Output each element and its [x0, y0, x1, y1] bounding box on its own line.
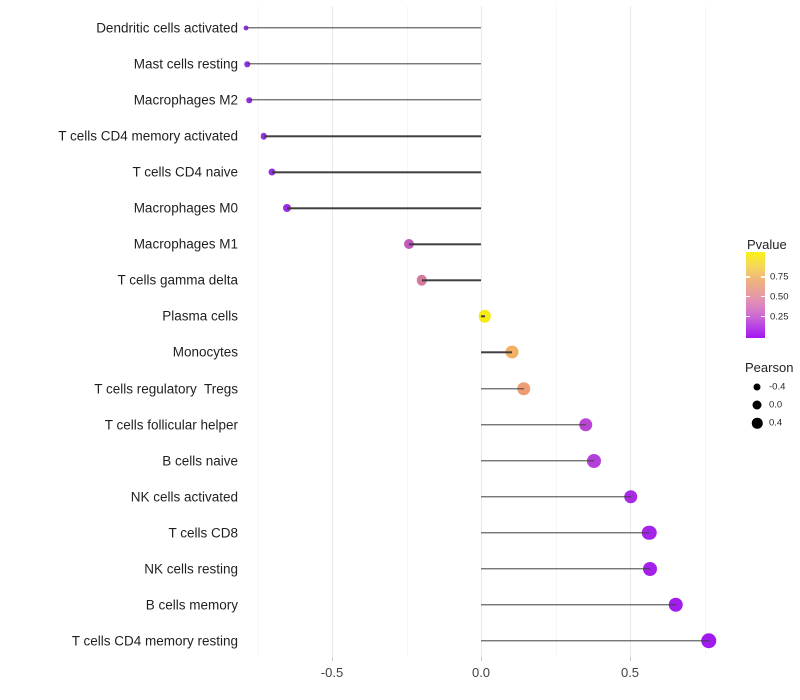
category-label: Dendritic cells activated [96, 20, 238, 36]
lollipop-dot [642, 525, 657, 540]
lollipop-stem [481, 315, 485, 318]
lollipop-dot [668, 597, 684, 613]
colorbar-tick-label: 0.25 [770, 310, 789, 322]
lollipop-stem [249, 99, 481, 101]
lollipop-stem [245, 27, 481, 29]
category-label: T cells gamma delta [117, 272, 238, 288]
lollipop-stem [409, 243, 481, 245]
gridline-minor [555, 6, 557, 657]
lollipop-stem [481, 387, 524, 390]
lollipop-dot [578, 417, 593, 432]
category-label: B cells naive [162, 452, 238, 468]
lollipop-dot [505, 345, 519, 359]
category-label: Plasma cells [162, 308, 238, 324]
size-legend-dot [753, 383, 761, 391]
lollipop-dot [701, 633, 717, 649]
x-axis-tick-label: 0.5 [620, 665, 640, 680]
category-label: T cells follicular helper [104, 416, 238, 432]
category-label: NK cells resting [144, 561, 238, 576]
lollipop-stem [481, 640, 709, 642]
lollipop-stem [481, 495, 631, 498]
x-axis-tick-label: -0.5 [320, 665, 344, 680]
x-axis-tickmark [630, 657, 631, 661]
lollipop-dot [478, 310, 492, 323]
x-axis-tickmark [481, 657, 482, 661]
lollipop-stem [247, 63, 481, 65]
colorbar-tick [761, 276, 765, 278]
pearson-legend-title: Pearson [745, 360, 794, 375]
size-legend-label: 0.4 [769, 417, 783, 429]
colorbar-tick-label: 0.50 [770, 290, 789, 302]
category-label: Mast cells resting [133, 56, 238, 72]
category-label: Macrophages M1 [133, 236, 238, 252]
colorbar-tick-label: 0.75 [770, 271, 789, 283]
category-label: T cells regulatory Tregs [94, 380, 238, 396]
category-label: Macrophages M0 [133, 200, 238, 216]
gridline-major [630, 6, 631, 657]
colorbar-tick [746, 315, 750, 318]
gridline-major [481, 6, 482, 657]
x-axis-tick-label: 0.0 [471, 665, 491, 680]
lollipop-stem [481, 351, 512, 354]
category-label: Macrophages M2 [133, 92, 238, 108]
category-label: NK cells activated [130, 488, 238, 504]
lollipop-dot [642, 561, 657, 576]
lollipop-stem [421, 279, 481, 282]
lollipop-dot [587, 453, 602, 468]
gridline-major [332, 6, 333, 657]
colorbar-tick [761, 315, 765, 318]
category-label: Monocytes [172, 344, 238, 360]
x-axis-tickmark [332, 657, 333, 661]
category-label: T cells CD4 memory activated [58, 128, 238, 144]
lollipop-stem [481, 423, 586, 426]
lollipop-stem [271, 171, 481, 173]
size-legend-dot [751, 417, 763, 429]
colorbar-tick [746, 276, 750, 278]
lollipop-dot [623, 489, 638, 504]
colorbar-tick [761, 295, 765, 298]
lollipop-stem [481, 459, 595, 462]
lollipop-stem [481, 531, 650, 534]
lollipop-stem [286, 207, 481, 209]
lollipop-stem [481, 604, 676, 606]
size-legend-dot [752, 400, 762, 410]
colorbar-tick [746, 295, 750, 298]
gridline-minor [257, 6, 259, 657]
gridline-minor [704, 6, 706, 657]
size-legend-label: 0.0 [769, 399, 783, 411]
pvalue-colorbar [746, 252, 765, 338]
category-label: T cells CD4 naive [132, 164, 238, 180]
lollipop-stem [263, 135, 481, 137]
category-label: T cells CD8 [168, 524, 238, 540]
category-label: T cells CD4 memory resting [71, 633, 238, 649]
lollipop-dot [517, 381, 531, 396]
category-label: B cells memory [145, 597, 238, 613]
size-legend-label: -0.4 [769, 381, 786, 393]
lollipop-stem [481, 568, 650, 570]
gridline-minor [406, 6, 408, 657]
pvalue-legend-title: Pvalue [747, 237, 787, 252]
